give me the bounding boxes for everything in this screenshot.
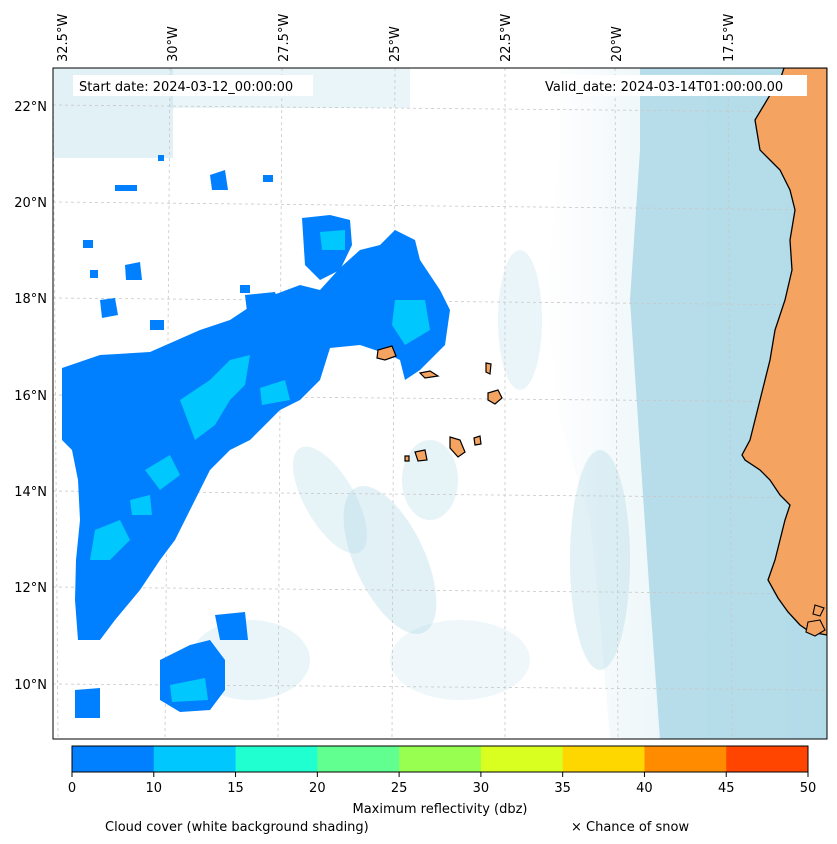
colorbar-tick-label: 0 [68,781,76,796]
lon-label: 30°W [166,26,181,62]
lon-label: 32.5°W [56,14,71,62]
lat-label: 16°N [14,389,47,404]
colorbar-tick-label: 20 [309,781,326,796]
reflectivity-colorbar: 0 10 15 20 25 30 35 40 45 50 Maximum reflectivity… [68,745,817,817]
colorbar-tick-label: 30 [473,781,490,796]
colorbar-tick-label: 10 [146,781,163,796]
valid-date-box [540,75,807,96]
colorbar-label: Maximum reflectivity (dbz) [353,802,528,817]
reflectivity-10-15 [90,230,430,702]
map-frame [52,67,828,740]
colorbar-segment [480,746,564,772]
map-panel: Start date: 2024-03-12_00:00:00 Valid_da… [53,68,827,739]
colorbar-tick-label: 35 [554,781,571,796]
snow-chance-note: × Chance of snow [571,820,689,835]
lon-label: 22.5°W [499,14,514,62]
colorbar-segment [399,746,482,772]
lon-label: 27.5°W [277,14,292,62]
graticule [53,68,827,739]
colorbar-frame [71,745,809,773]
colorbar-tick-label: 25 [391,781,408,796]
lon-label: 20°W [610,26,625,62]
bijagos-islands [805,619,826,637]
coastal-island [812,604,825,617]
lon-label: 17.5°W [722,14,737,62]
colorbar-segment [726,746,809,772]
lat-label: 10°N [14,678,47,693]
colorbar-segment [644,746,727,772]
lat-label: 20°N [14,196,47,211]
lat-label: 12°N [14,581,47,596]
cape-verde-islands [376,345,503,462]
start-date-label: Start date: 2024-03-12_00:00:00 [79,80,293,95]
valid-date-label: Valid_date: 2024-03-14T01:00:00.00 [545,80,783,95]
longitude-labels: 32.5°W 30°W 27.5°W 25°W 22.5°W 20°W 17.5… [56,14,737,62]
colorbar-segment [72,746,155,772]
colorbar-tick-label: 15 [227,781,244,796]
start-date-box [73,75,313,96]
colorbar-segment [153,746,237,772]
lat-label: 18°N [14,292,47,307]
colorbar-tick-label: 45 [718,781,735,796]
colorbar-segment [317,746,400,772]
lat-label: 22°N [14,100,47,115]
colorbar-segment [235,746,318,772]
lon-label: 25°W [388,26,403,62]
cloud-cover-note: Cloud cover (white background shading) [105,820,369,835]
colorbar-tick-label: 40 [636,781,653,796]
colorbar-tick-label: 50 [800,781,817,796]
colorbar-segment [562,746,645,772]
latitude-labels: 22°N 20°N 18°N 16°N 14°N 12°N 10°N [14,100,47,693]
africa-landmass [741,68,827,636]
lat-label: 14°N [14,485,47,500]
